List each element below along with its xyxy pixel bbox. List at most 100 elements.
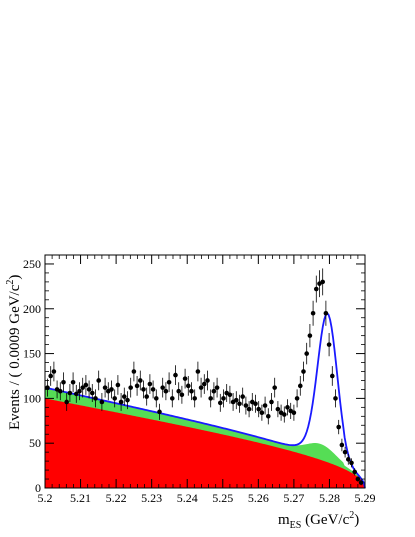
data-point xyxy=(326,342,332,347)
data-point xyxy=(61,379,66,385)
data-point xyxy=(208,396,213,401)
data-point xyxy=(45,385,50,390)
data-point xyxy=(112,396,117,401)
x-tick-label: 5.24 xyxy=(177,491,198,505)
data-point xyxy=(294,396,300,401)
data-point xyxy=(150,387,156,392)
data-point xyxy=(336,424,341,430)
data-point xyxy=(93,396,98,401)
data-point xyxy=(173,372,178,378)
x-tick-label: 5.22 xyxy=(106,491,127,505)
y-tick-label: 200 xyxy=(23,302,41,316)
data-point xyxy=(153,396,159,401)
data-point xyxy=(310,310,316,316)
x-axis-title: mES (GeV/c2) xyxy=(278,510,359,531)
y-tick-label: 50 xyxy=(29,436,41,450)
data-point xyxy=(320,279,325,285)
data-point xyxy=(48,373,53,379)
data-point xyxy=(265,414,271,419)
data-point xyxy=(70,379,76,385)
data-point xyxy=(128,385,133,390)
data-point xyxy=(189,388,194,394)
data-point xyxy=(342,449,348,455)
data-point xyxy=(182,376,188,381)
y-tick-label: 150 xyxy=(23,347,41,361)
fit-curve xyxy=(44,311,366,489)
y-axis-title-sup: 2 xyxy=(5,280,16,285)
data-point xyxy=(345,457,351,462)
data-point xyxy=(358,480,364,485)
data-point xyxy=(147,381,153,387)
data-point xyxy=(192,396,197,401)
data-point xyxy=(205,378,210,383)
data-point xyxy=(291,410,297,416)
data-point xyxy=(214,385,220,390)
data-point xyxy=(329,373,335,379)
x-axis-title-unit-sup: 2 xyxy=(349,510,354,521)
data-point xyxy=(281,412,287,417)
plot-frame xyxy=(44,254,366,489)
data-point xyxy=(297,383,303,389)
data-point xyxy=(221,396,226,401)
data-point xyxy=(134,383,140,389)
plot-area xyxy=(44,268,366,489)
data-point xyxy=(307,333,313,338)
data-point xyxy=(195,369,201,374)
data-point xyxy=(51,369,57,374)
data-point xyxy=(339,442,345,448)
x-tick-label: 5.29 xyxy=(355,491,376,505)
data-point xyxy=(67,390,73,396)
data-point xyxy=(57,388,63,394)
data-point xyxy=(160,385,165,390)
data-point xyxy=(96,378,101,383)
data-point xyxy=(185,383,191,389)
data-point xyxy=(352,469,357,475)
x-axis-title-main: m xyxy=(278,512,290,528)
data-point xyxy=(246,406,252,412)
y-tick-label: 100 xyxy=(23,391,41,405)
data-point xyxy=(157,409,162,415)
data-point xyxy=(233,397,239,403)
data-point xyxy=(163,388,169,394)
data-point xyxy=(272,385,277,390)
data-point xyxy=(176,388,181,394)
data-point xyxy=(89,390,95,396)
y-axis-title-end: ) xyxy=(7,275,23,280)
data-point xyxy=(121,394,127,399)
axes: 5.2 5.21 5.22 5.23 5.24 5.25 5.26 5.27 5.28 5.29 0… xyxy=(23,254,376,505)
data-point xyxy=(137,378,143,383)
data-point xyxy=(141,387,146,392)
data-point xyxy=(333,396,338,401)
y-axis-title: Events / ( 0.0009 GeV/c2) xyxy=(5,275,23,430)
data-point xyxy=(313,286,319,292)
y-tick-label: 0 xyxy=(35,481,41,495)
data-point xyxy=(115,382,121,388)
x-axis-title-unit-end: ) xyxy=(354,512,359,528)
data-point xyxy=(211,388,217,394)
data-point xyxy=(227,392,233,398)
x-axis-title-sub: ES xyxy=(290,520,302,531)
data-point xyxy=(198,385,204,390)
data-point xyxy=(131,369,137,374)
x-tick-label: 5.2 xyxy=(38,491,53,505)
y-axis-title-main: Events / ( 0.0009 GeV/c xyxy=(7,284,23,430)
data-point xyxy=(99,399,105,405)
data-point xyxy=(125,397,130,403)
data-point xyxy=(262,403,268,408)
data-point xyxy=(240,394,245,399)
data-point xyxy=(80,385,85,390)
data-point xyxy=(243,403,249,408)
data-point xyxy=(86,387,92,392)
y-tick-label: 250 xyxy=(23,257,41,271)
data-point xyxy=(349,460,354,466)
data-point xyxy=(73,391,79,397)
data-point xyxy=(109,387,114,392)
data-point xyxy=(355,476,361,482)
data-point xyxy=(285,405,290,410)
data-point xyxy=(169,396,175,401)
x-tick-label: 5.25 xyxy=(212,491,233,505)
data-point xyxy=(83,382,89,388)
data-point xyxy=(201,381,207,387)
data-point xyxy=(64,399,69,405)
